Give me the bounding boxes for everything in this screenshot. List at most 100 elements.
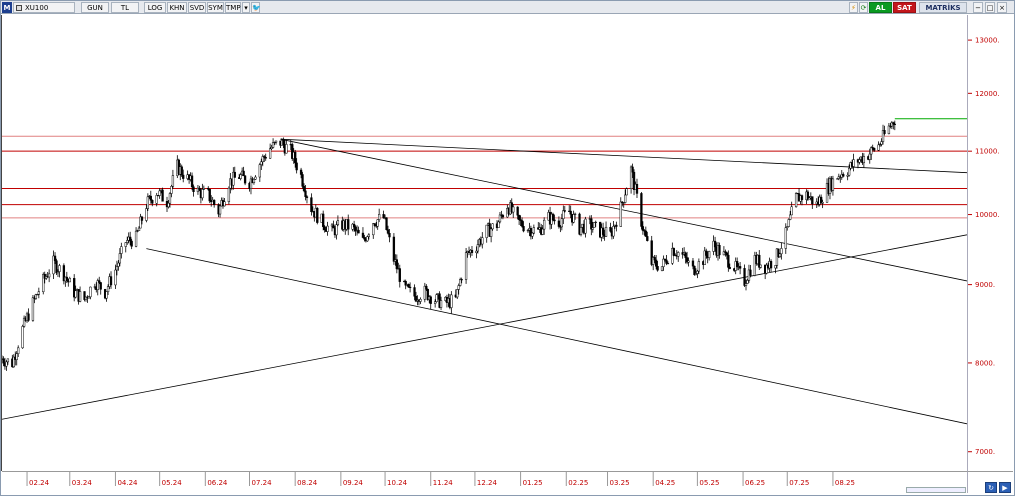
candle-body [15,353,18,360]
candle-2024-02-12 [42,272,45,295]
candle-2025-04-24 [685,251,689,265]
candle-2024-10-03 [386,225,390,235]
svd-button[interactable]: SVD [188,2,206,13]
sym-button[interactable]: SYM [207,2,224,13]
close-button[interactable]: × [997,2,1007,13]
candle-2024-06-20 [232,167,235,190]
log-scale-button[interactable]: LOG [144,2,166,13]
minimize-button[interactable]: − [973,2,983,13]
y-tick-label-10000: 10000. [975,211,1000,219]
candle-body [847,167,851,176]
candle-body [310,197,313,213]
candle-body [201,189,204,199]
candle-body [470,249,474,253]
candle-body [641,226,645,231]
candle-body [37,291,40,295]
candle-2025-01-10 [532,224,536,235]
dropdown-arrow-icon[interactable]: ▾ [242,2,250,13]
candle-body [146,196,150,209]
reset-zoom-icon[interactable]: ↻ [985,482,997,493]
candle-body [305,196,309,198]
period-button[interactable]: GUN [81,2,109,13]
candle-body [429,296,432,304]
candle-body [862,156,866,164]
candle-body [693,265,696,275]
candle-2025-02-04 [569,205,572,219]
y-axis[interactable]: 7000. 8000. 9000. 10000. 11000. 12000. 13000. [967,15,1013,471]
matriks-logo[interactable]: M [2,2,12,13]
candle-body [551,213,555,221]
buy-button[interactable]: AL [869,2,892,13]
candle-2024-05-30 [201,183,204,201]
candle-2025-02-21 [594,220,597,227]
candle-2024-01-25 [15,351,18,366]
candle-body [336,220,340,225]
candle-2024-04-26 [151,199,154,207]
symbol-selector[interactable]: XU100 [13,2,75,13]
candle-2024-04-19 [140,215,144,225]
candle-2025-01-02 [520,217,524,228]
x-axis[interactable]: 02.24 03.24 04.24 05.24 06.24 07.24 08.24 09.24… [2,471,967,493]
price-chart[interactable] [2,15,967,471]
candle-body [870,147,873,155]
candle-body [560,218,563,228]
candle-body [653,257,656,261]
candle-2024-07-24 [282,137,285,149]
candle-body [31,297,35,321]
candle-body [873,147,876,151]
matriks-brand: MATRİKS [919,2,967,13]
candle-body [249,178,253,189]
candle-body [727,254,730,268]
candle-body [640,193,643,227]
candle-2024-10-09 [395,254,398,274]
horizontal-scrollbar[interactable] [906,487,966,493]
sell-button[interactable]: SAT [893,2,916,13]
candle-body [27,313,30,321]
y-tick-label-9000: 9000. [975,281,995,289]
x-tick-label-11.24: 11.24 [433,479,454,487]
tmp-button[interactable]: TMP [225,2,241,13]
candle-2025-07-16 [808,196,811,200]
candle-body [790,206,793,216]
candle-body [497,221,500,228]
candle-body [743,268,746,286]
candle-body [282,139,285,146]
candle-2025-07-24 [819,194,823,204]
currency-button[interactable]: TL [111,2,139,13]
candle-body [155,195,158,204]
candle-2024-05-09 [170,184,173,198]
candle-body [624,194,627,203]
candle-body [385,217,388,230]
candle-body [774,265,777,269]
refresh-icon[interactable]: ⟳ [859,2,868,13]
candle-body [789,214,792,220]
khn-button[interactable]: KHN [167,2,187,13]
candle-body [457,285,460,290]
candle-2024-07-16 [270,144,273,151]
candle-2024-12-17 [497,220,500,228]
candle-2025-01-17 [543,217,546,235]
candle-body [129,236,132,242]
candle-2024-03-26 [105,291,108,302]
scroll-right-icon[interactable]: ▶ [999,482,1011,493]
candle-2024-02-05 [31,294,35,322]
candle-body [36,294,39,296]
candle-2025-02-10 [578,212,581,236]
candle-2024-01-30 [22,315,26,328]
flash-icon[interactable]: ⚡ [849,2,858,13]
candle-2025-05-20 [724,249,727,257]
candle-2024-10-18 [408,282,412,293]
candle-body [656,266,659,271]
candle-body [725,252,729,256]
candle-2025-07-18 [811,196,814,209]
plot-area[interactable] [2,15,967,471]
twitter-icon[interactable]: 🐦 [251,2,261,13]
candle-2024-03-11 [83,291,86,302]
candle-body [590,218,593,230]
candle-2025-01-30 [562,205,565,225]
candle-2025-03-05 [612,221,615,239]
candle-body [5,361,8,367]
candle-body [625,188,628,196]
maximize-button[interactable]: □ [985,2,995,13]
candle-body [573,213,577,215]
